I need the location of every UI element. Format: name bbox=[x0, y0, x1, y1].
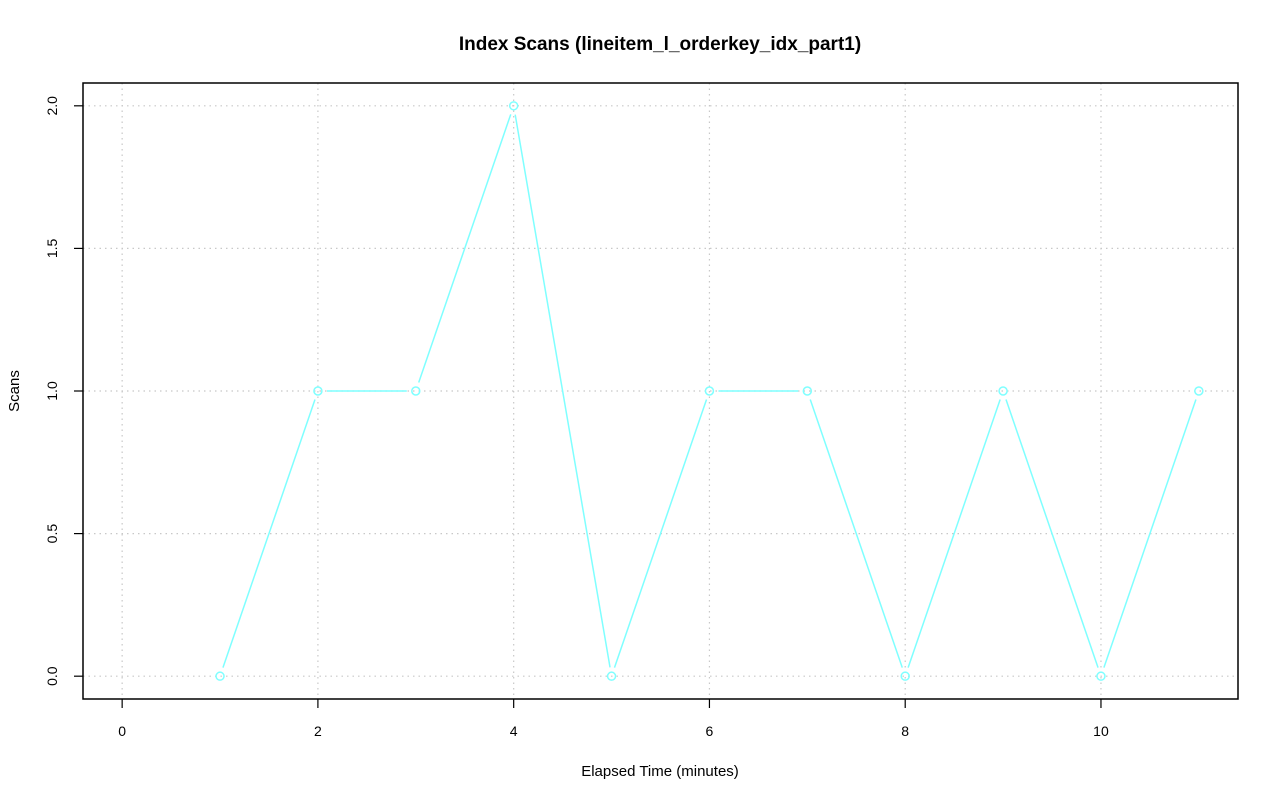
y-tick-label: 0.0 bbox=[44, 666, 60, 686]
y-tick-label: 2.0 bbox=[44, 96, 60, 116]
series-line-segment bbox=[1005, 399, 1099, 668]
data-point bbox=[1096, 671, 1106, 681]
data-point bbox=[1194, 386, 1204, 396]
series-line-segment bbox=[809, 399, 903, 668]
series-line-segment bbox=[613, 399, 708, 668]
series-line-segment bbox=[1103, 399, 1197, 668]
x-tick-label: 10 bbox=[1093, 723, 1109, 739]
series-line-segment bbox=[907, 399, 1001, 668]
x-tick-label: 8 bbox=[901, 723, 909, 739]
x-tick-label: 2 bbox=[314, 723, 322, 739]
data-point bbox=[313, 386, 323, 396]
x-axis: 0 2 4 6 8 10 bbox=[118, 699, 1109, 739]
chart-title: Index Scans (lineitem_l_orderkey_idx_par… bbox=[459, 34, 861, 55]
y-tick-label: 1.5 bbox=[44, 238, 60, 258]
data-point bbox=[900, 671, 910, 681]
x-tick-label: 0 bbox=[118, 723, 126, 739]
series-layer bbox=[215, 101, 1204, 681]
data-point bbox=[215, 671, 225, 681]
series-line-segment bbox=[222, 399, 316, 668]
series-line-segment bbox=[418, 114, 512, 383]
series-line-segment bbox=[514, 114, 611, 668]
data-point bbox=[704, 386, 715, 396]
data-point bbox=[998, 386, 1008, 396]
x-tick-label: 4 bbox=[510, 723, 518, 739]
y-tick-label: 1.0 bbox=[44, 381, 60, 401]
y-tick-label: 0.5 bbox=[44, 524, 60, 544]
x-axis-label: Elapsed Time (minutes) bbox=[581, 763, 739, 780]
y-axis-label: Scans bbox=[6, 370, 23, 412]
data-point bbox=[508, 101, 519, 111]
y-axis: 0.0 0.5 1.0 1.5 2.0 bbox=[44, 96, 83, 686]
x-tick-label: 6 bbox=[706, 723, 714, 739]
data-point bbox=[606, 671, 617, 681]
grid-layer bbox=[83, 83, 1238, 699]
data-point bbox=[802, 386, 813, 396]
data-point bbox=[411, 386, 421, 396]
